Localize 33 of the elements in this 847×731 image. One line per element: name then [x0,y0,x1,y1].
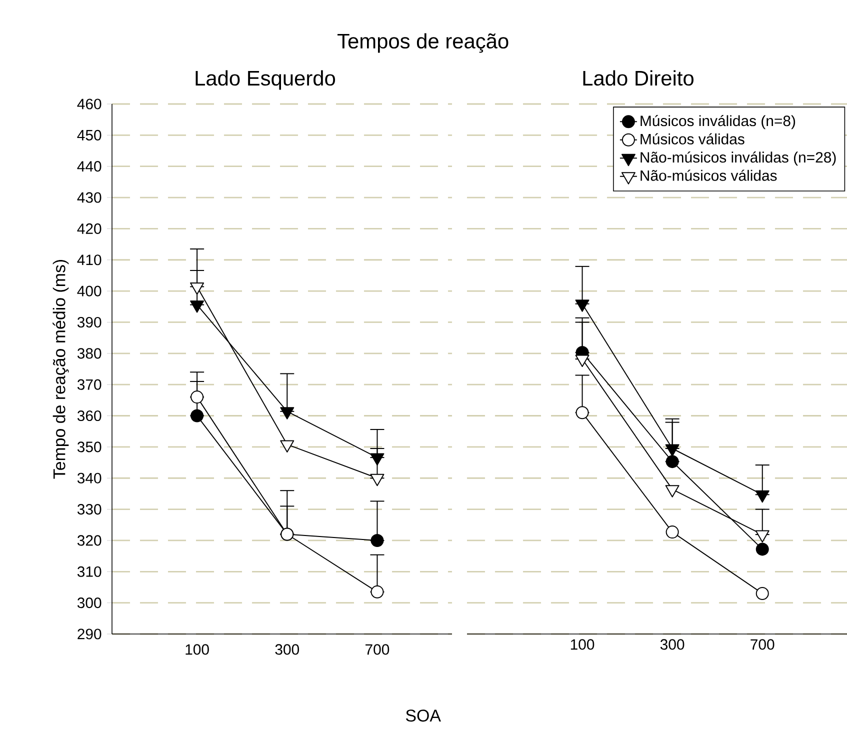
x-tick-label: 100 [186,644,209,655]
legend-label: Não-músicos inválidas (n=28) [640,152,836,166]
y-tick-label: 300 [77,598,102,608]
y-tick-label: 380 [77,348,102,359]
y-tick-label: 370 [77,379,102,390]
y-tick-label: 390 [77,316,102,328]
legend-label: Não-músicos válidas [640,170,777,181]
chart-title: Tempos de reação [338,33,508,53]
y-tick-label: 430 [77,192,102,203]
y-tick-label: 340 [77,472,102,484]
x-tick-label: 100 [570,639,594,650]
x-tick-label: 700 [366,644,390,655]
y-tick-label: 350 [77,442,102,452]
x-tick-label: 300 [275,644,300,655]
y-tick-label: 440 [77,161,102,172]
y-axis-title: Tempo de reação médio (ms) [52,260,69,479]
x-tick-label: 700 [750,639,774,650]
y-tick-label: 360 [77,410,102,422]
chart-title: Lado Direito [583,70,694,86]
x-axis-title: SOA [406,710,441,722]
y-tick-label: 310 [77,566,102,577]
y-tick-label: 450 [77,130,102,140]
y-tick-label: 400 [77,286,102,296]
legend-label: Músicos inválidas (n=8) [640,115,796,130]
y-tick-label: 420 [77,223,102,234]
chart-subtitle: Lado Esquerdo [196,70,336,90]
y-tick-label: 330 [77,504,102,515]
x-tick-label: 300 [660,639,684,650]
legend-label: Músicos válidas [640,133,744,144]
y-tick-label: 290 [78,628,102,640]
y-tick-label: 460 [77,98,102,110]
y-tick-label: 410 [77,254,102,266]
y-tick-label: 320 [77,535,102,546]
